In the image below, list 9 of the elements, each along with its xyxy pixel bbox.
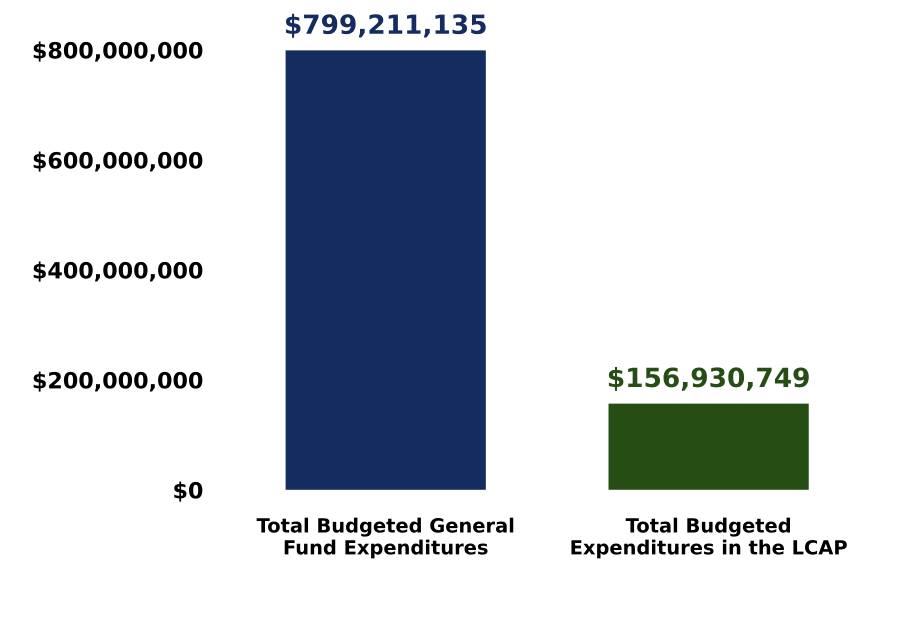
- y-tick-label: $600,000,000: [34, 152, 202, 172]
- x-tick-label: Total Budgeted General Fund Expenditures: [256, 518, 514, 558]
- data-label: $156,930,749: [608, 366, 809, 391]
- y-tick-label: $800,000,000: [34, 42, 202, 62]
- x-tick-label: Total Budgeted Expenditures in the LCAP: [571, 518, 847, 558]
- data-label: $799,211,135: [286, 14, 486, 38]
- y-tick-label: $0: [174, 481, 202, 502]
- y-tick-label: $400,000,000: [34, 261, 202, 282]
- y-tick-label: $200,000,000: [34, 371, 202, 392]
